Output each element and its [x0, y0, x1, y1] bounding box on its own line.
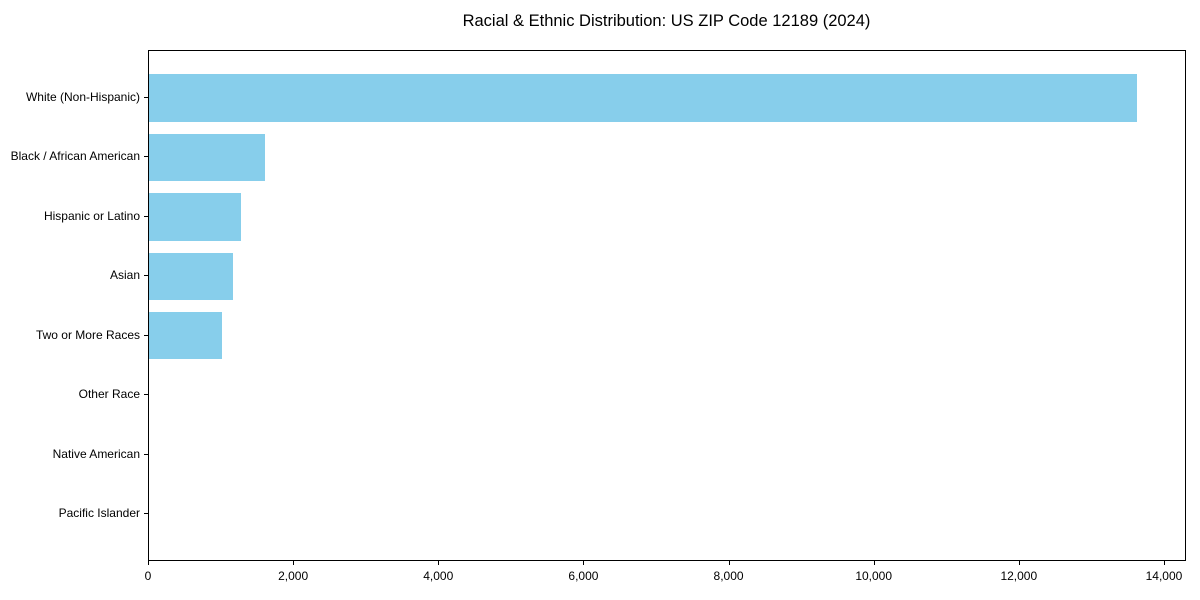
- y-axis-tick: [144, 394, 148, 396]
- y-axis-tick: [144, 156, 148, 158]
- x-axis-tick-label: 8,000: [713, 569, 744, 583]
- x-axis-tick-label: 12,000: [1000, 569, 1038, 583]
- y-axis-tick: [144, 215, 148, 217]
- x-axis-tick: [1018, 561, 1020, 565]
- y-axis-label: Asian: [109, 268, 140, 283]
- x-axis-tick-label: 2,000: [278, 569, 309, 583]
- y-axis-label: Pacific Islander: [58, 506, 140, 521]
- bar: [149, 193, 241, 241]
- x-axis-tick: [438, 561, 440, 565]
- y-axis-tick: [144, 96, 148, 98]
- y-axis-tick: [144, 334, 148, 336]
- y-axis-label: Native American: [52, 446, 140, 461]
- y-axis-label: Hispanic or Latino: [43, 208, 140, 223]
- x-axis-tick: [728, 561, 730, 565]
- y-axis-label: Other Race: [78, 387, 140, 402]
- bar: [149, 133, 265, 182]
- bar: [149, 74, 1137, 122]
- chart-title: Racial & Ethnic Distribution: US ZIP Cod…: [462, 12, 871, 30]
- bar: [149, 252, 234, 301]
- plot-area: [148, 50, 1186, 561]
- x-axis-tick: [873, 561, 875, 565]
- y-axis-label: White (Non-Hispanic): [25, 89, 140, 104]
- x-axis-tick: [583, 561, 585, 565]
- x-axis-tick: [148, 561, 149, 565]
- x-axis-tick: [293, 561, 295, 565]
- x-axis-tick-label: 0: [144, 569, 152, 583]
- x-axis-tick-label: 4,000: [423, 569, 454, 583]
- x-axis-tick-label: 10,000: [855, 569, 893, 583]
- x-axis-tick-label: 6,000: [568, 569, 599, 583]
- x-axis-tick-label: 14,000: [1145, 569, 1183, 583]
- y-axis-label: Two or More Races: [35, 327, 140, 342]
- x-axis-tick: [1163, 561, 1165, 565]
- bar: [149, 311, 222, 360]
- y-axis-label: Black / African American: [10, 149, 140, 164]
- y-axis-tick: [144, 513, 148, 515]
- y-axis-tick: [144, 453, 148, 455]
- y-axis-tick: [144, 275, 148, 277]
